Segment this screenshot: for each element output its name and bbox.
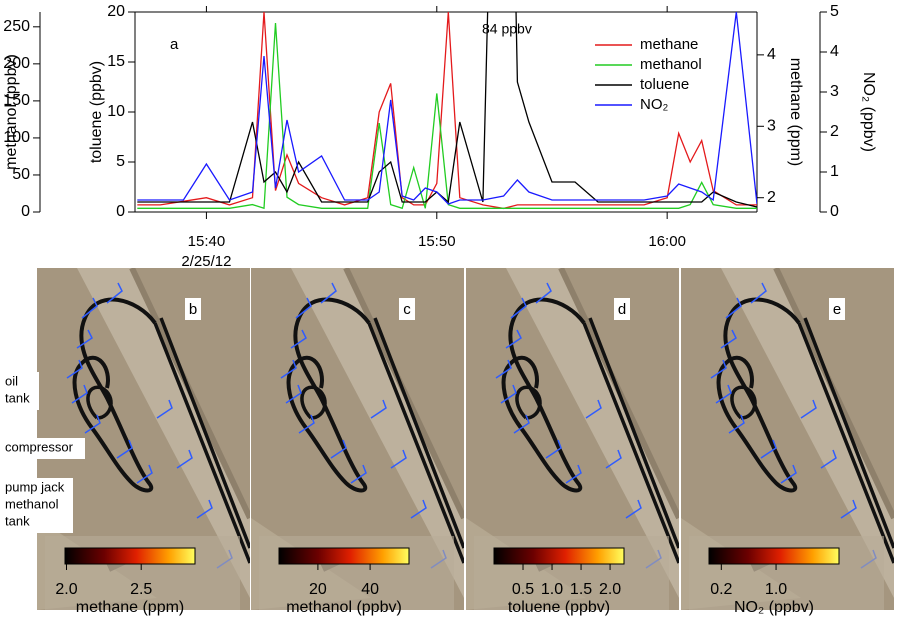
y-tick-label: 15 [107,53,125,70]
site-label: compressor [5,439,74,454]
panel-letter: b [189,301,197,318]
site-label: tank [5,390,30,405]
y-tick-label: 4 [830,43,839,60]
y-axis-title: toluene (ppbv) [88,61,105,163]
y-tick-label: 5 [116,153,125,170]
panel-letter-box [185,298,201,320]
colorbar-tick-label: 2.0 [55,581,77,598]
y-tick-label: 100 [3,129,30,146]
site-label: tank [5,513,30,528]
panel-letter: c [403,301,411,318]
colorbar-tick-label: 0.5 [512,581,534,598]
date-label: 2/25/12 [181,253,231,270]
colorbar-tick-label: 2.0 [599,581,621,598]
legend-label: NO₂ [640,96,669,113]
site-label-box [3,478,73,533]
series-line [137,12,757,210]
y-tick-label: 4 [767,46,776,63]
y-tick-label: 20 [107,3,125,20]
colorbar [278,547,410,565]
y-axis-title: methane (ppm) [787,58,804,167]
colorbar [493,547,625,565]
colorbar-title: methane (ppm) [76,599,185,616]
y-tick-label: 2 [767,189,776,206]
y-tick-label: 1 [830,163,839,180]
legend-label: toluene [640,76,689,93]
colorbar-tick-label: 20 [309,581,327,598]
y-tick-label: 0 [21,203,30,220]
y-tick-label: 0 [116,203,125,220]
x-tick-label: 16:00 [648,233,686,250]
panel-letter: e [833,301,841,318]
colorbar-tick-label: 1.0 [765,581,787,598]
y-tick-label: 5 [830,3,839,20]
y-axis-title: methanol (ppbv) [3,54,20,170]
colorbar [708,547,840,565]
colorbar-tick-label: 1.5 [570,581,592,598]
panel-letter: a [170,36,179,53]
y-tick-label: 50 [12,166,30,183]
y-tick-label: 10 [107,103,125,120]
y-tick-label: 0 [830,203,839,220]
colorbar-tick-label: 0.2 [710,581,732,598]
colorbar-title: NO₂ (ppbv) [734,599,814,616]
y-tick-label: 150 [3,92,30,109]
y-tick-label: 3 [767,118,776,135]
colorbar [64,547,196,565]
colorbar-tick-label: 1.0 [541,581,563,598]
panel-letter-box [399,298,415,320]
y-tick-label: 200 [3,55,30,72]
colorbar-tick-label: 2.5 [130,581,152,598]
series-line [137,23,757,210]
panel-letter-box [829,298,845,320]
site-label: pump jack [5,479,65,494]
y-tick-label: 3 [830,83,839,100]
colorbar-title: toluene (ppbv) [508,599,610,616]
x-tick-label: 15:50 [418,233,456,250]
site-label: oil [5,373,18,388]
y-axis-title: NO₂ (ppbv) [860,72,877,152]
site-label-box [3,438,85,459]
x-tick-label: 15:40 [188,233,226,250]
colorbar-title: methanol (ppbv) [286,599,402,616]
y-tick-label: 250 [3,18,30,35]
legend-label: methanol [640,56,702,73]
annotation: 84 ppbv [482,21,532,37]
panel-letter: d [618,301,626,318]
site-label-box [3,372,39,410]
series-line [137,12,757,205]
colorbar-tick-label: 40 [361,581,379,598]
site-label: methanol [5,496,59,511]
legend-label: methane [640,36,698,53]
y-tick-label: 2 [830,123,839,140]
panel-letter-box [614,298,630,320]
